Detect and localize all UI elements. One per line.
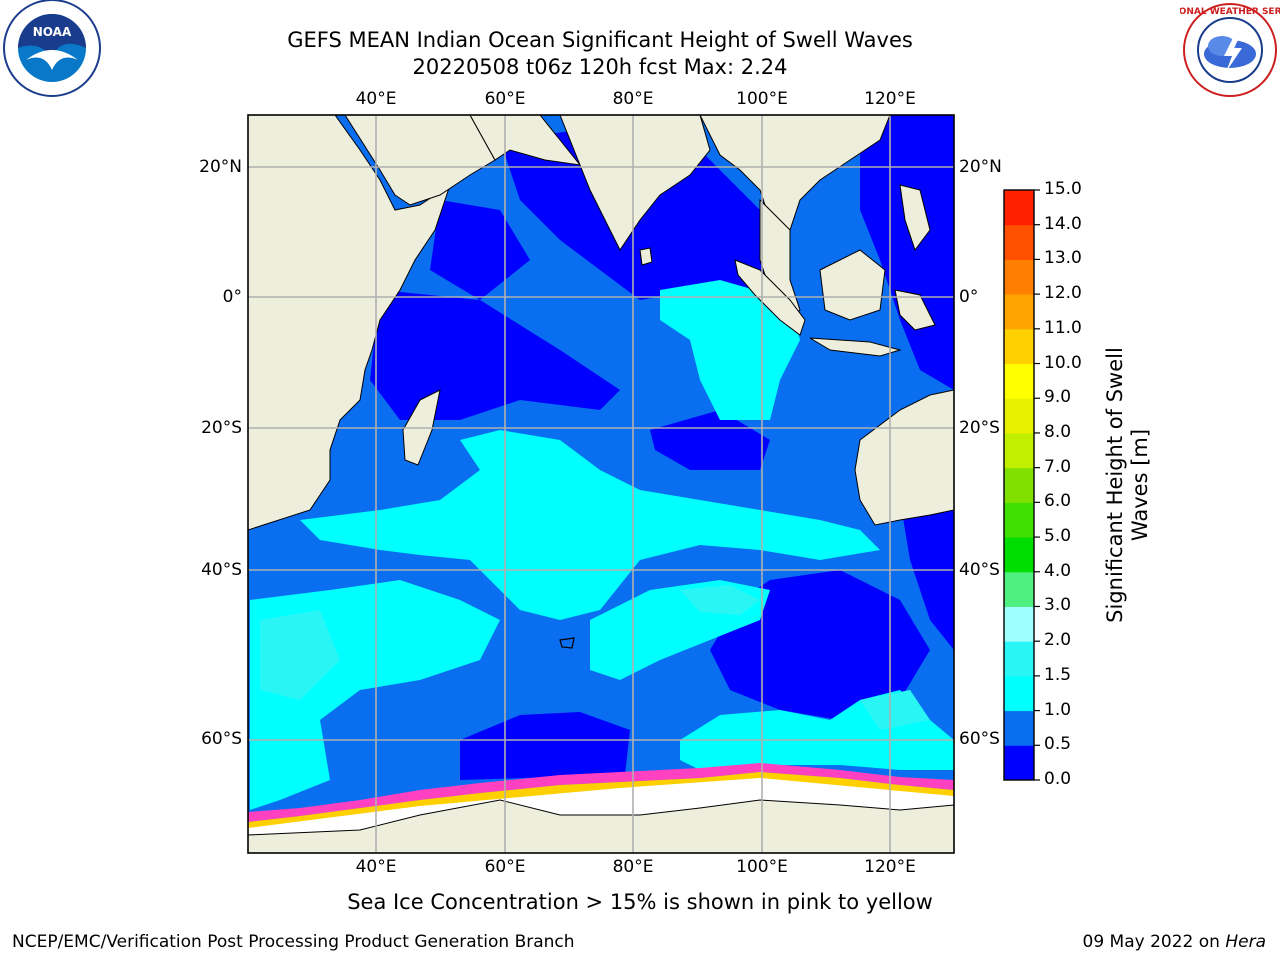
x-tick-top: 60°E: [484, 89, 526, 109]
noaa-logo: NOAA: [3, 0, 101, 97]
y-tick-right: 20°N: [959, 157, 1002, 177]
y-tick-left: 20°N: [199, 157, 242, 177]
gridlines: [248, 115, 954, 853]
x-tick-top: 40°E: [355, 89, 397, 109]
y-tick-right: 0°: [959, 287, 979, 307]
colorbar-segment: [1004, 432, 1034, 469]
footer-machine: Hera: [1225, 932, 1266, 952]
colorbar-label: 15.0: [1044, 179, 1082, 199]
colorbar-label: 2.0: [1044, 630, 1072, 651]
svg-text:NOAA: NOAA: [33, 25, 72, 39]
nws-logo-text: NATIONAL WEATHER SERVICE: [1180, 7, 1280, 17]
colorbar-segment: [1004, 571, 1034, 607]
colorbar-segment: [1004, 363, 1034, 399]
y-tick-left: 0°: [222, 287, 242, 307]
y-tick-right: 40°S: [959, 560, 1000, 580]
x-tick-top: 120°E: [864, 89, 916, 109]
colorbar-label: 5.0: [1044, 526, 1072, 547]
y-tick-left: 20°S: [201, 418, 242, 438]
colorbar-segment: [1004, 745, 1034, 781]
colorbar-segment: [1004, 224, 1034, 260]
y-tick-left: 40°S: [201, 560, 242, 580]
colorbar-segment: [1004, 398, 1034, 434]
footer-date: 09 May 2022 on Hera: [1083, 932, 1267, 952]
colorbar-label: 8.0: [1044, 421, 1072, 442]
colorbar-label: 9.0: [1044, 387, 1072, 408]
footer-branch: NCEP/EMC/Verification Post Processing Pr…: [12, 932, 575, 952]
colorbar-segment: [1004, 259, 1034, 295]
colorbar-segment: [1004, 606, 1034, 642]
colorbar-label: 1.5: [1044, 664, 1072, 685]
colorbar-segment: [1004, 675, 1034, 712]
colorbar-segment: [1004, 710, 1034, 746]
colorbar-label: 12.0: [1044, 283, 1082, 304]
colorbar-segment: [1004, 190, 1034, 226]
colorbar-label: 0.5: [1044, 734, 1072, 755]
x-tick-bottom: 80°E: [612, 857, 654, 877]
map-field: [248, 115, 954, 853]
y-tick-left: 60°S: [201, 729, 242, 749]
colorbar-segment: [1004, 641, 1034, 677]
x-tick-bottom: 120°E: [864, 857, 916, 877]
colorbar-segment: [1004, 502, 1034, 538]
colorbar-frame: [1003, 189, 1035, 781]
nws-logo: NATIONAL WEATHER SERVICE: [1180, 3, 1280, 97]
footer-date-text: 09 May 2022 on: [1082, 932, 1226, 952]
colorbar-label: 3.0: [1044, 595, 1072, 616]
colorbar-segment: [1004, 467, 1034, 503]
colorbar: [1003, 189, 1040, 781]
sea-ice-caption: Sea Ice Concentration > 15% is shown in …: [347, 890, 933, 914]
y-tick-right: 20°S: [959, 418, 1000, 438]
x-tick-bottom: 60°E: [484, 857, 526, 877]
x-tick-bottom: 40°E: [355, 857, 397, 877]
x-tick-top: 80°E: [612, 89, 654, 109]
colorbar-label: 13.0: [1044, 248, 1082, 269]
colorbar-label: 11.0: [1044, 317, 1082, 338]
y-tick-right: 60°S: [959, 729, 1000, 749]
colorbar-label: 4.0: [1044, 560, 1072, 581]
colorbar-label: 1.0: [1044, 699, 1072, 720]
map-subtitle: 20220508 t06z 120h fcst Max: 2.24: [412, 55, 788, 79]
colorbar-title: Significant Height of Swell Waves [m]: [1103, 347, 1152, 623]
colorbar-label: 10.0: [1044, 352, 1082, 373]
map-title: GEFS MEAN Indian Ocean Significant Heigh…: [287, 28, 913, 52]
colorbar-segment: [1004, 537, 1034, 573]
x-tick-bottom: 100°E: [736, 857, 788, 877]
map-frame: [247, 114, 955, 854]
colorbar-segment: [1004, 294, 1034, 330]
colorbar-label: 6.0: [1044, 491, 1072, 512]
colorbar-label: 0.0: [1044, 769, 1072, 789]
colorbar-label: 14.0: [1044, 213, 1082, 234]
colorbar-label: 7.0: [1044, 456, 1072, 477]
x-tick-top: 100°E: [736, 89, 788, 109]
colorbar-segment: [1004, 328, 1034, 365]
